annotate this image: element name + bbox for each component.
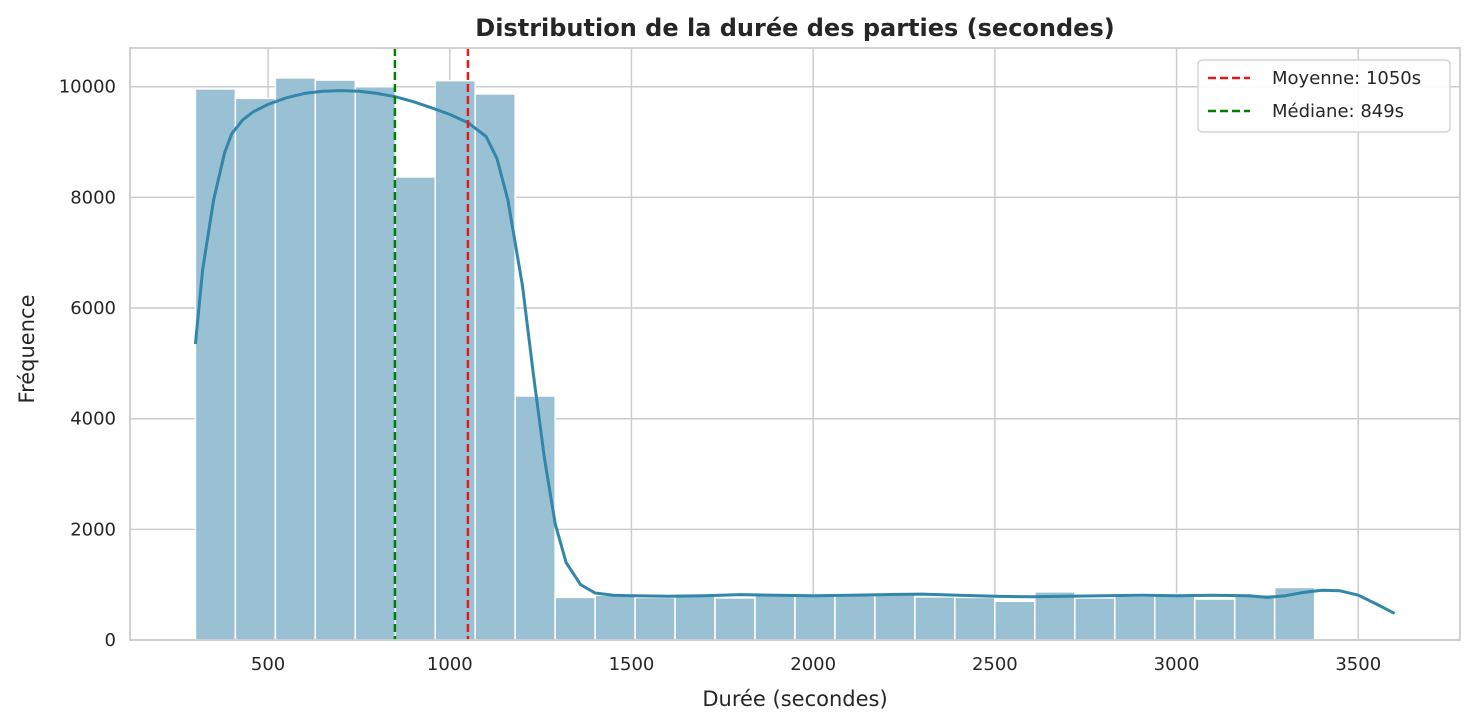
x-tick-label: 2500 [972, 654, 1018, 675]
histogram-bar [1154, 593, 1196, 641]
y-tick-label: 4000 [70, 409, 116, 430]
histogram-bar [1034, 591, 1076, 641]
y-axis-ticks: 0 2000 4000 6000 8000 10000 [59, 77, 116, 651]
histogram-bar [394, 176, 436, 641]
histogram-bar [234, 97, 277, 641]
histogram-bar [274, 77, 317, 641]
histogram-bar [1233, 593, 1276, 641]
histogram-bar [914, 596, 956, 641]
x-tick-label: 2000 [790, 654, 836, 675]
histogram-bar [954, 596, 996, 641]
histogram-bar [994, 600, 1036, 641]
histogram-bar [514, 395, 556, 641]
plot-border [129, 47, 1461, 641]
histogram-bar [474, 93, 516, 641]
legend-label: Moyenne: 1050s [1272, 68, 1421, 89]
histogram-bar [594, 594, 636, 641]
histogram-bar [794, 594, 836, 641]
legend: Moyenne: 1050s Médiane: 849s [1197, 59, 1451, 133]
histogram-bar [434, 79, 476, 641]
x-tick-label: 3000 [1154, 654, 1200, 675]
histogram-bar [554, 596, 596, 641]
kde-curve-group [193, 89, 1396, 615]
y-tick-label: 6000 [70, 298, 116, 319]
histogram-bar [754, 594, 796, 641]
plot-frame [129, 47, 1461, 641]
histogram-bar [314, 79, 357, 641]
histogram-bar [1193, 598, 1236, 641]
y-tick-label: 8000 [70, 187, 116, 208]
histogram-bars [194, 77, 1316, 641]
y-axis-label: Fréquence [15, 295, 39, 404]
histogram-bar [834, 594, 876, 641]
histogram-bar [354, 85, 397, 641]
histogram-bar [874, 593, 916, 641]
x-tick-label: 500 [251, 654, 285, 675]
x-tick-label: 1500 [609, 654, 655, 675]
histogram-bar [1074, 597, 1116, 641]
x-axis-ticks: 500 1000 1500 2000 2500 3000 3500 [251, 654, 1381, 675]
histogram-bar [674, 593, 716, 641]
x-tick-label: 1000 [427, 654, 473, 675]
histogram-bar [714, 597, 756, 641]
kde-curve [193, 89, 1396, 615]
histogram-bar [194, 88, 237, 641]
histogram-bar [634, 596, 676, 641]
chart-title: Distribution de la durée des parties (se… [475, 14, 1114, 42]
x-tick-label: 3500 [1335, 654, 1381, 675]
y-tick-label: 2000 [70, 519, 116, 540]
y-tick-label: 10000 [59, 77, 116, 98]
x-axis-label: Durée (secondes) [702, 687, 887, 711]
reference-lines [393, 48, 470, 640]
histogram-bar [1114, 595, 1156, 641]
legend-label: Médiane: 849s [1272, 101, 1404, 122]
y-tick-label: 0 [105, 630, 116, 651]
legend-box [1197, 59, 1451, 133]
